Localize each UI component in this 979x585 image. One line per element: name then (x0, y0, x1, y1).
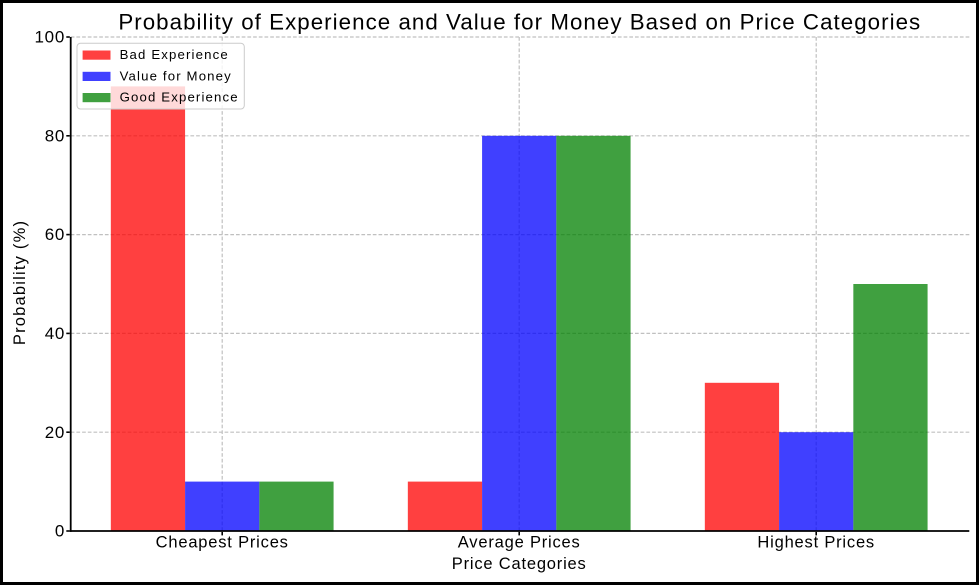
svg-text:40: 40 (45, 324, 65, 343)
svg-text:60: 60 (45, 225, 65, 244)
svg-text:Price Categories: Price Categories (452, 555, 587, 573)
svg-text:Bad Experience: Bad Experience (120, 47, 229, 62)
svg-text:Highest Prices: Highest Prices (757, 534, 875, 552)
svg-text:100: 100 (35, 28, 65, 47)
svg-text:0: 0 (55, 522, 65, 541)
svg-text:Average Prices: Average Prices (458, 534, 581, 552)
svg-text:Probability of Experience and: Probability of Experience and Value for … (118, 9, 921, 34)
svg-text:20: 20 (45, 423, 65, 442)
svg-text:Good Experience: Good Experience (120, 90, 239, 105)
svg-text:Value for Money: Value for Money (120, 68, 232, 83)
svg-text:Cheapest Prices: Cheapest Prices (156, 534, 289, 552)
svg-text:Probability (%): Probability (%) (11, 220, 29, 345)
svg-text:80: 80 (45, 126, 65, 145)
